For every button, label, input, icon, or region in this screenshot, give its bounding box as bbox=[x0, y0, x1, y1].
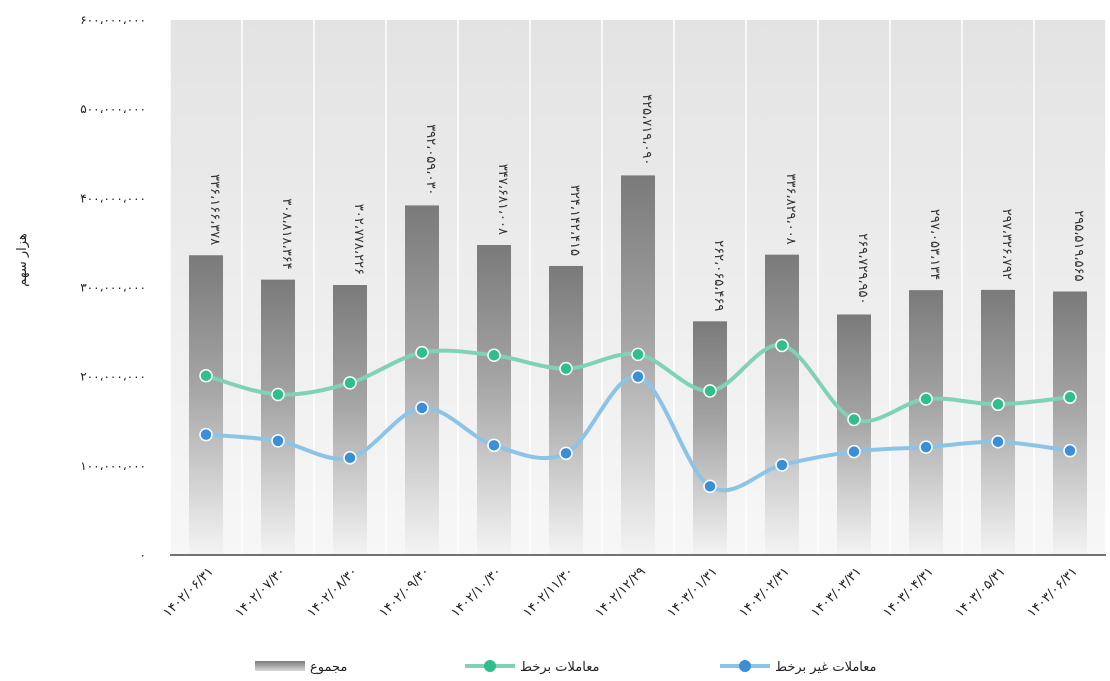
line-series bbox=[199, 338, 1077, 494]
x-tick-label: ۱۴۰۳/۰۶/۳۱ bbox=[1025, 564, 1081, 620]
data-point bbox=[199, 427, 213, 442]
gridlines bbox=[169, 20, 1107, 555]
data-point bbox=[1063, 390, 1077, 404]
y-tick-label: ۶۰۰،۰۰۰،۰۰۰ bbox=[80, 13, 146, 27]
x-tick-label: ۱۴۰۲/۰۶/۳۱ bbox=[161, 564, 217, 620]
x-tick-label: ۱۴۰۳/۰۲/۳۱ bbox=[737, 564, 793, 620]
y-tick-label: ۰ bbox=[140, 548, 146, 562]
bar bbox=[1053, 291, 1087, 555]
x-tick-label: ۱۴۰۲/۰۸/۳۰ bbox=[305, 564, 361, 620]
bar bbox=[981, 289, 1015, 555]
data-point bbox=[631, 347, 645, 362]
data-point bbox=[487, 348, 501, 363]
bar-data-label: ۲۶۹،۷۲۹،۹۵۰ bbox=[855, 233, 870, 304]
bar bbox=[837, 314, 871, 555]
bar bbox=[621, 175, 655, 555]
bar bbox=[405, 205, 439, 555]
bar bbox=[189, 255, 223, 555]
bar-data-labels: ۳۳۶،۱۶۶،۳۷۸ ۳۰۸،۸۱۸،۳۶۴ ۳۰۲،۷۷۸،۲۲۶ ۳۹۲،۰۵۹… bbox=[207, 94, 1086, 311]
data-point bbox=[199, 369, 213, 383]
legend-item: معاملات غیر برخط bbox=[720, 660, 876, 675]
legend-label: معاملات غیر برخط bbox=[775, 660, 876, 675]
data-point bbox=[559, 361, 573, 376]
bar-data-label: ۲۹۷،۰۵۳،۱۳۴ bbox=[927, 209, 942, 280]
data-point bbox=[271, 387, 285, 402]
data-point bbox=[271, 434, 285, 448]
legend: معاملات غیر برخط معاملات برخط مجموع bbox=[255, 660, 876, 675]
bar-data-label: ۳۳۶،۸۲۹،۰۰۸ bbox=[783, 173, 798, 244]
bar bbox=[333, 285, 367, 555]
y-tick-label: ۱۰۰،۰۰۰،۰۰۰ bbox=[80, 459, 146, 473]
data-point bbox=[631, 369, 645, 384]
legend-item: معاملات برخط bbox=[465, 660, 599, 675]
legend-marker bbox=[739, 660, 751, 672]
legend-marker bbox=[484, 660, 496, 672]
line-series-online bbox=[199, 338, 1077, 427]
bar-data-label: ۳۳۶،۱۶۶،۳۷۸ bbox=[207, 174, 222, 245]
data-point bbox=[919, 392, 933, 406]
bar-data-label: ۳۲۴،۱۴۲،۴۱۵ bbox=[567, 185, 582, 256]
x-tick-label: ۱۴۰۲/۱۱/۳۰ bbox=[521, 564, 577, 620]
data-point bbox=[703, 479, 717, 494]
bar-data-label: ۳۰۸،۸۱۸،۳۶۴ bbox=[279, 198, 294, 269]
bar bbox=[261, 279, 295, 555]
legend-item: مجموع bbox=[255, 660, 347, 675]
x-tick-label: ۱۴۰۳/۰۴/۳۱ bbox=[881, 564, 937, 620]
data-point bbox=[775, 338, 789, 353]
y-tick-label: ۴۰۰،۰۰۰،۰۰۰ bbox=[80, 191, 146, 205]
x-tick-label: ۱۴۰۳/۰۵/۳۱ bbox=[953, 564, 1009, 620]
bar-data-label: ۴۲۵،۷۱۹،۰۹۰ bbox=[639, 94, 654, 165]
data-point bbox=[343, 376, 357, 390]
data-point bbox=[847, 412, 861, 427]
legend-label: معاملات برخط bbox=[520, 660, 599, 675]
x-tick-label: ۱۴۰۳/۰۱/۳۱ bbox=[665, 564, 721, 620]
x-tick-label: ۱۴۰۲/۰۹/۳۰ bbox=[377, 564, 433, 620]
bar-data-label: ۳۰۲،۷۷۸،۲۲۶ bbox=[351, 204, 366, 275]
bar-data-label: ۲۶۲،۰۶۵،۴۶۹ bbox=[711, 240, 726, 311]
data-point bbox=[775, 458, 789, 472]
x-tick-label: ۱۴۰۲/۱۰/۳۰ bbox=[449, 564, 505, 620]
x-tick-label: ۱۴۰۲/۱۲/۲۹ bbox=[593, 564, 649, 620]
data-point bbox=[1063, 443, 1077, 458]
data-point bbox=[847, 444, 861, 459]
data-point bbox=[415, 345, 429, 360]
x-tick-label: ۱۴۰۲/۰۷/۳۰ bbox=[233, 564, 289, 620]
bar-data-label: ۲۹۵،۵۱۹،۵۶۵ bbox=[1071, 210, 1086, 281]
bar-series-total bbox=[189, 175, 1087, 555]
y-tick-label: ۳۰۰،۰۰۰،۰۰۰ bbox=[80, 281, 146, 295]
data-point bbox=[991, 435, 1005, 449]
x-tick-label: ۱۴۰۳/۰۳/۳۱ bbox=[809, 564, 865, 620]
bar-data-label: ۳۴۷،۶۸۱،۰۰۸ bbox=[495, 164, 510, 235]
bar-data-label: ۲۹۷،۳۲۶،۷۹۲ bbox=[999, 209, 1014, 280]
y-tick-label: ۲۰۰،۰۰۰،۰۰۰ bbox=[80, 370, 146, 384]
legend-label: مجموع bbox=[310, 660, 347, 675]
data-point bbox=[415, 401, 429, 415]
data-point bbox=[343, 451, 357, 465]
data-point bbox=[703, 384, 717, 398]
bar bbox=[477, 244, 511, 555]
bar-data-label: ۳۹۲،۰۵۹،۰۳۰ bbox=[423, 124, 438, 195]
y-tick-label: ۵۰۰،۰۰۰،۰۰۰ bbox=[80, 102, 146, 116]
bar bbox=[549, 265, 583, 555]
data-point bbox=[559, 446, 573, 461]
data-point bbox=[919, 440, 933, 454]
data-point bbox=[991, 397, 1005, 412]
bar bbox=[765, 254, 799, 555]
bar bbox=[693, 321, 727, 555]
line-series-offline bbox=[199, 369, 1077, 494]
y-axis-title: هزار سهم bbox=[15, 233, 30, 287]
legend-bar-swatch bbox=[255, 661, 305, 671]
data-point bbox=[487, 438, 501, 453]
bar bbox=[909, 290, 943, 555]
